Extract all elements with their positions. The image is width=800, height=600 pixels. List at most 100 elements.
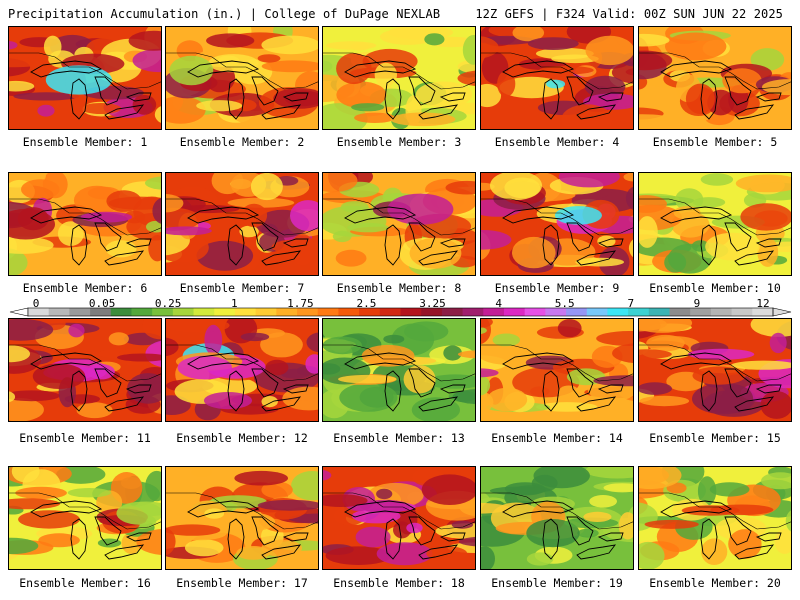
great-lakes-outline xyxy=(639,198,791,266)
member-7-caption: Ensemble Member: 7 xyxy=(179,281,305,295)
legend-tick-label: 9 xyxy=(693,297,701,310)
great-lakes-outline xyxy=(166,52,318,120)
precip-field-map xyxy=(481,27,633,129)
precip-blobs xyxy=(323,27,475,129)
great-lakes-outline xyxy=(9,492,161,560)
legend-swatch xyxy=(545,308,567,316)
legend-swatch xyxy=(669,308,691,316)
legend-swatch xyxy=(152,308,174,316)
great-lakes-outline xyxy=(323,492,475,560)
member-15-panel xyxy=(638,318,792,422)
member-9-panel xyxy=(480,172,634,276)
precip-field-map xyxy=(323,467,475,569)
precip-field-map xyxy=(323,173,475,275)
legend-swatch xyxy=(462,308,484,316)
legend-swatch xyxy=(234,308,257,316)
legend-min-arrow xyxy=(9,307,29,317)
run-valid-time: 12Z GEFS | F324 Valid: 00Z SUN JUN 22 20… xyxy=(475,7,783,21)
legend-swatch xyxy=(28,308,50,316)
legend-swatch xyxy=(586,308,608,316)
member-10-panel xyxy=(638,172,792,276)
legend-max-arrow xyxy=(772,307,792,317)
precip-field-map xyxy=(639,27,791,129)
great-lakes-outline xyxy=(166,344,318,412)
great-lakes-outline xyxy=(639,492,791,560)
legend-swatch xyxy=(255,308,277,316)
legend-tick-label: 0.25 xyxy=(154,297,182,310)
member-20-panel xyxy=(638,466,792,570)
legend-swatch xyxy=(607,308,629,316)
precip-field-map xyxy=(166,467,318,569)
legend-swatch xyxy=(483,308,505,316)
member-14-panel xyxy=(480,318,634,422)
legend-swatch xyxy=(131,308,153,316)
great-lakes-outline xyxy=(323,52,475,120)
member-2-panel xyxy=(165,26,319,130)
legend-swatch xyxy=(69,308,91,316)
precip-blobs xyxy=(639,173,791,274)
legend-swatch xyxy=(297,308,319,316)
member-2-caption: Ensemble Member: 2 xyxy=(179,135,305,149)
precip-field-map xyxy=(639,173,791,275)
member-7-panel xyxy=(165,172,319,276)
precip-blobs xyxy=(9,319,161,421)
color-scale-legend xyxy=(9,307,792,317)
member-3-panel xyxy=(322,26,476,130)
member-16-caption: Ensemble Member: 16 xyxy=(19,576,151,590)
legend-swatch xyxy=(317,308,339,316)
member-18-caption: Ensemble Member: 18 xyxy=(333,576,465,590)
precip-blobs xyxy=(9,467,161,560)
legend-tick-label: 0 xyxy=(32,297,40,310)
precip-field-map xyxy=(166,173,318,275)
member-14-caption: Ensemble Member: 14 xyxy=(491,431,623,445)
member-6-caption: Ensemble Member: 6 xyxy=(22,281,148,295)
legend-swatch xyxy=(359,308,381,316)
legend-swatch xyxy=(193,308,215,316)
member-16-panel xyxy=(8,466,162,570)
great-lakes-outline xyxy=(639,52,791,120)
legend-swatch xyxy=(400,308,422,316)
member-9-caption: Ensemble Member: 9 xyxy=(494,281,620,295)
great-lakes-outline xyxy=(481,492,633,560)
legend-tick-label: 4 xyxy=(495,297,502,310)
legend-swatch xyxy=(214,308,236,316)
precip-field-map xyxy=(481,319,633,421)
member-19-panel xyxy=(480,466,634,570)
legend-swatch xyxy=(731,308,753,316)
member-12-caption: Ensemble Member: 12 xyxy=(176,431,308,445)
great-lakes-outline xyxy=(9,344,161,412)
member-1-panel xyxy=(8,26,162,130)
member-1-caption: Ensemble Member: 1 xyxy=(22,135,148,149)
precip-field-map xyxy=(481,173,633,275)
member-11-panel xyxy=(8,318,162,422)
great-lakes-outline xyxy=(323,198,475,266)
great-lakes-outline xyxy=(166,492,318,560)
great-lakes-outline xyxy=(9,52,161,120)
product-title: Precipitation Accumulation (in.) | Colle… xyxy=(8,7,441,21)
member-4-caption: Ensemble Member: 4 xyxy=(494,135,620,149)
great-lakes-outline xyxy=(481,52,633,120)
precip-field-map xyxy=(9,319,161,421)
member-11-caption: Ensemble Member: 11 xyxy=(19,431,151,445)
precip-blobs xyxy=(639,467,791,569)
legend-swatch xyxy=(503,308,526,316)
legend-swatch xyxy=(110,308,132,316)
great-lakes-outline xyxy=(9,198,161,266)
legend-swatch xyxy=(441,308,463,316)
member-6-panel xyxy=(8,172,162,276)
member-8-panel xyxy=(322,172,476,276)
great-lakes-outline xyxy=(639,344,791,412)
legend-swatch xyxy=(276,308,298,316)
member-12-panel xyxy=(165,318,319,422)
precip-blobs xyxy=(166,319,318,421)
precip-blobs xyxy=(481,319,633,414)
legend-swatch xyxy=(690,308,712,316)
precip-field-map xyxy=(166,319,318,421)
legend-swatch xyxy=(752,308,774,316)
member-10-caption: Ensemble Member: 10 xyxy=(649,281,781,295)
precip-field-map xyxy=(9,173,161,275)
member-5-panel xyxy=(638,26,792,130)
member-19-caption: Ensemble Member: 19 xyxy=(491,576,623,590)
precip-field-map xyxy=(639,319,791,421)
legend-tick-label: 2.5 xyxy=(356,297,377,310)
